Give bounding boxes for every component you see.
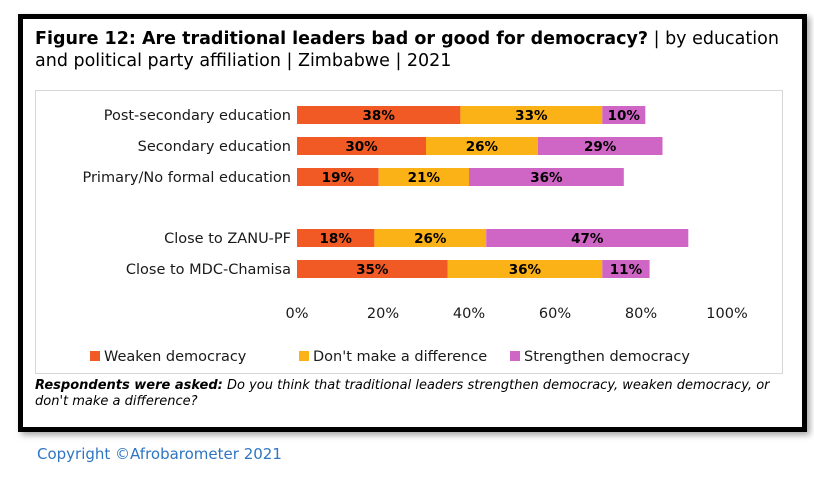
- data-label: 19%: [322, 170, 355, 186]
- figure-title-main: Figure 12: Are traditional leaders bad o…: [35, 29, 649, 49]
- bar-segment-weaken: [297, 137, 426, 155]
- data-label: 38%: [363, 108, 396, 124]
- note-text: Do you think that traditional leaders st…: [35, 378, 770, 409]
- bar-segment-weaken: [297, 168, 379, 186]
- bar-segment-no-difference: [374, 229, 487, 247]
- bar-segment-strengthen: [602, 106, 646, 124]
- figure-title: Figure 12: Are traditional leaders bad o…: [35, 28, 795, 72]
- bar-segment-no-difference: [460, 106, 603, 124]
- chart-area: Post-secondary education 38% 33% 10% Seconda…: [35, 90, 783, 374]
- bar-segment-strengthen: [469, 168, 624, 186]
- x-tick-label: 40%: [453, 306, 485, 322]
- legend-swatch: [299, 351, 309, 361]
- legend-label: Don't make a difference: [313, 349, 487, 365]
- data-label: 26%: [466, 139, 499, 155]
- stacked-bar-chart: Post-secondary education 38% 33% 10% Seconda…: [82, 106, 748, 365]
- legend-swatch: [90, 351, 100, 361]
- legend-label: Strengthen democracy: [524, 349, 690, 365]
- data-label: 47%: [571, 231, 604, 247]
- bar-segment-no-difference: [378, 168, 469, 186]
- data-label: 26%: [414, 231, 447, 247]
- bar-segment-strengthen: [537, 137, 663, 155]
- bar-segment-no-difference: [447, 260, 603, 278]
- figure-title-subtitle: | by education and political party affil…: [35, 29, 779, 71]
- category-label: Close to MDC-Chamisa: [126, 262, 291, 278]
- bar-segment-weaken: [297, 106, 461, 124]
- data-label: 33%: [515, 108, 548, 124]
- copyright-text: Copyright ©Afrobarometer 2021: [37, 445, 282, 463]
- bar-segment-strengthen: [602, 260, 650, 278]
- legend-label: Weaken democracy: [104, 349, 247, 365]
- category-label: Secondary education: [138, 139, 291, 155]
- category-label: Post-secondary education: [104, 108, 291, 124]
- legend-swatch: [510, 351, 520, 361]
- data-label: 18%: [320, 231, 353, 247]
- x-tick-label: 0%: [285, 306, 308, 322]
- bar-segment-strengthen: [486, 229, 689, 247]
- data-label: 30%: [345, 139, 378, 155]
- figure-frame: Figure 12: Are traditional leaders bad o…: [18, 14, 807, 432]
- note-label: Respondents were asked:: [35, 378, 223, 393]
- bar-segment-weaken: [297, 260, 448, 278]
- survey-question-note: Respondents were asked: Do you think tha…: [35, 378, 785, 410]
- data-label: 10%: [608, 108, 641, 124]
- bar-segment-weaken: [297, 229, 375, 247]
- x-tick-label: 60%: [539, 306, 571, 322]
- x-tick-label: 20%: [367, 306, 399, 322]
- category-label: Close to ZANU-PF: [164, 231, 291, 247]
- bar-segment-no-difference: [426, 137, 538, 155]
- data-label: 21%: [408, 170, 441, 186]
- data-label: 36%: [530, 170, 563, 186]
- category-label: Primary/No formal education: [82, 170, 291, 186]
- data-label: 11%: [610, 262, 643, 278]
- data-label: 36%: [509, 262, 542, 278]
- x-tick-label: 80%: [625, 306, 657, 322]
- data-label: 29%: [584, 139, 617, 155]
- data-label: 35%: [356, 262, 389, 278]
- x-tick-label: 100%: [706, 306, 747, 322]
